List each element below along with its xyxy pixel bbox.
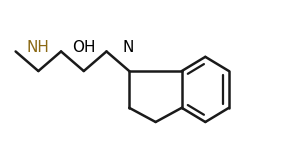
Text: N: N	[122, 40, 133, 55]
Text: NH: NH	[27, 40, 50, 55]
Text: OH: OH	[72, 40, 95, 55]
